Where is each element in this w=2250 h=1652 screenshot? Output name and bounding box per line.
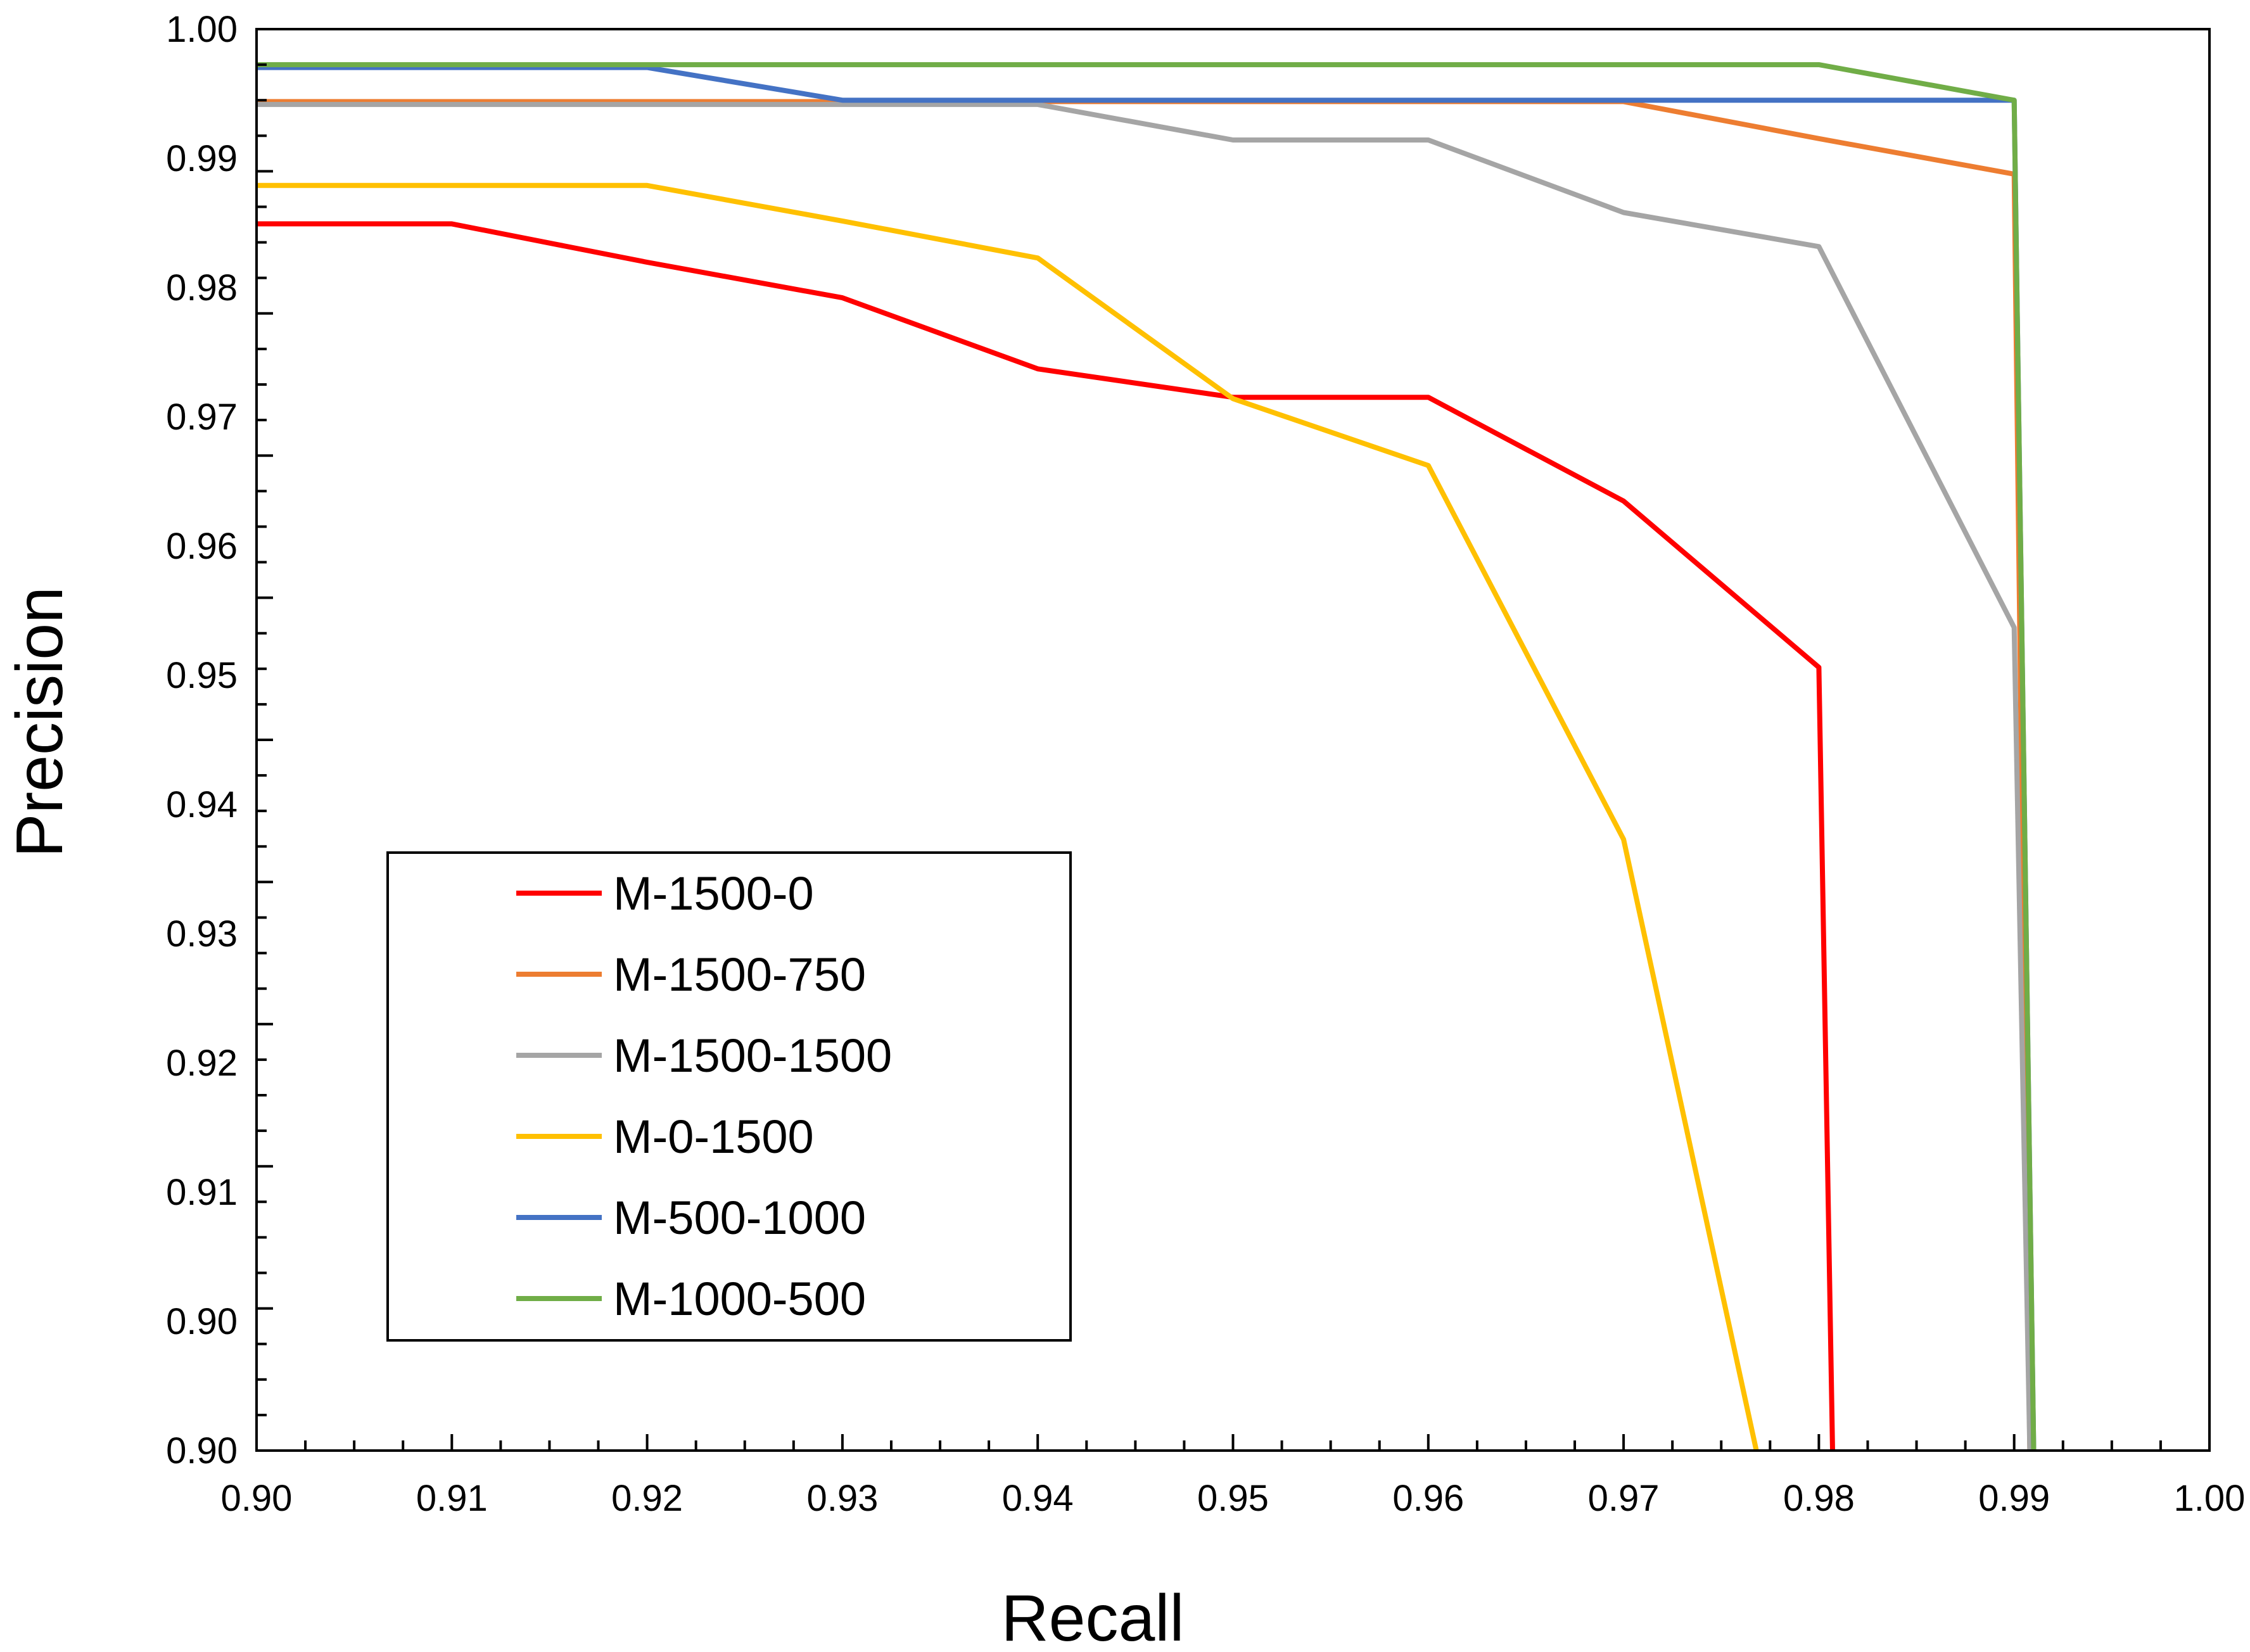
legend-label-m-1000-500: M-1000-500 — [613, 1273, 866, 1325]
legend-label-m-0-1500: M-0-1500 — [613, 1110, 814, 1163]
x-tick-label: 0.99 — [1978, 1478, 2050, 1519]
legend-label-m-1500-0: M-1500-0 — [613, 867, 814, 920]
x-tick-label: 0.93 — [806, 1478, 878, 1519]
legend-label-m-1500-750: M-1500-750 — [613, 948, 866, 1001]
x-tick-label: 0.92 — [611, 1478, 683, 1519]
legend-label-m-500-1000: M-500-1000 — [613, 1191, 866, 1244]
series-line-m-1500-0 — [257, 221, 1835, 1451]
y-tick-label: 0.97 — [166, 397, 238, 438]
y-axis-title: Precision — [3, 587, 77, 858]
y-tick-label: 0.98 — [166, 267, 238, 308]
y-tick-label: 0.90 — [166, 1430, 238, 1471]
x-tick-label: 0.95 — [1197, 1478, 1269, 1519]
y-tick-label: 0.95 — [166, 655, 238, 696]
ticks-layer: 0.90 0.91 0.92 0.93 0.94 0.95 0.96 0.97 0.98 0.99… — [166, 9, 2245, 1519]
y-tick-label: 0.92 — [166, 1043, 238, 1084]
x-tick-label: 1.00 — [2174, 1478, 2246, 1519]
x-tick-label: 0.94 — [1002, 1478, 1074, 1519]
y-tick-label: 0.96 — [166, 526, 238, 567]
x-axis-title: Recall — [1001, 1582, 1185, 1652]
legend-box — [386, 851, 1072, 1342]
y-tick-label: 0.90 — [166, 1301, 238, 1342]
series-line-m-500-1000 — [257, 65, 2037, 1451]
y-tick-label: 0.94 — [166, 784, 238, 825]
legend-label-m-1500-1500: M-1500-1500 — [613, 1029, 892, 1082]
series-line-m-1500-1500 — [257, 101, 2033, 1451]
y-tick-label: 0.91 — [166, 1172, 238, 1213]
legend: M-1500-0 M-1500-750 M-1500-1500 M-0-1500 M-5… — [386, 851, 1072, 1342]
y-tick-label: 0.93 — [166, 913, 238, 955]
series-layer — [257, 62, 2037, 1451]
series-line-m-0-1500 — [257, 182, 1759, 1451]
legend-items: M-1500-0 M-1500-750 M-1500-1500 M-0-1500 M-5… — [516, 867, 892, 1325]
series-line-m-1000-500 — [257, 62, 2037, 1451]
x-tick-label: 0.97 — [1588, 1478, 1660, 1519]
y-tick-label: 1.00 — [166, 9, 238, 50]
x-tick-label: 0.96 — [1392, 1478, 1464, 1519]
x-tick-label: 0.90 — [221, 1478, 293, 1519]
y-tick-label: 0.99 — [166, 138, 238, 179]
x-tick-label: 0.98 — [1783, 1478, 1855, 1519]
x-tick-label: 0.91 — [416, 1478, 488, 1519]
